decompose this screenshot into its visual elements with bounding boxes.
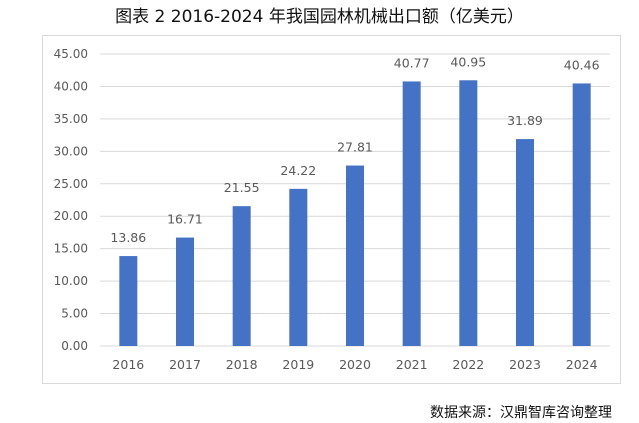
bar — [572, 83, 591, 346]
bar — [119, 256, 138, 346]
x-tick-label: 2023 — [509, 357, 541, 372]
x-tick-label: 2017 — [169, 357, 201, 372]
bar-value-label: 40.77 — [394, 55, 430, 70]
x-tick-label: 2022 — [452, 357, 484, 372]
y-tick-label: 25.00 — [54, 177, 88, 191]
bar — [346, 165, 364, 346]
x-tick-label: 2021 — [396, 357, 428, 372]
bar-value-label: 13.86 — [110, 230, 146, 245]
y-tick-label: 45.00 — [54, 47, 88, 61]
chart-title: 图表 2 2016-2024 年我国园林机械出口额（亿美元） — [115, 7, 524, 27]
bar-value-label: 16.71 — [167, 212, 203, 227]
y-tick-label: 0.00 — [61, 339, 88, 353]
source-note: 数据来源：汉鼎智库咨询整理 — [430, 405, 612, 421]
bar-value-label: 40.95 — [450, 54, 486, 69]
bar — [176, 237, 194, 346]
bar — [289, 188, 308, 346]
x-tick-label: 2019 — [282, 357, 314, 372]
bar-value-label: 24.22 — [280, 163, 316, 178]
y-tick-label: 5.00 — [61, 307, 88, 321]
y-tick-label: 40.00 — [54, 79, 88, 93]
y-tick-label: 10.00 — [54, 274, 88, 288]
x-tick-label: 2018 — [226, 357, 258, 372]
bar-value-label: 21.55 — [224, 180, 260, 195]
bar-value-label: 31.89 — [507, 113, 543, 128]
bar — [459, 80, 478, 346]
y-tick-label: 20.00 — [54, 209, 88, 223]
bar-value-label: 40.46 — [564, 57, 600, 72]
bar — [516, 139, 534, 346]
bar-value-label: 27.81 — [337, 140, 373, 155]
x-tick-label: 2024 — [566, 357, 598, 372]
bar — [402, 81, 421, 346]
y-tick-label: 30.00 — [54, 144, 88, 158]
x-tick-label: 2020 — [339, 357, 371, 372]
y-tick-label: 35.00 — [54, 112, 88, 126]
bar — [232, 206, 251, 346]
chart-area — [42, 35, 621, 384]
y-tick-label: 15.00 — [54, 242, 88, 256]
x-tick-label: 2016 — [112, 357, 144, 372]
